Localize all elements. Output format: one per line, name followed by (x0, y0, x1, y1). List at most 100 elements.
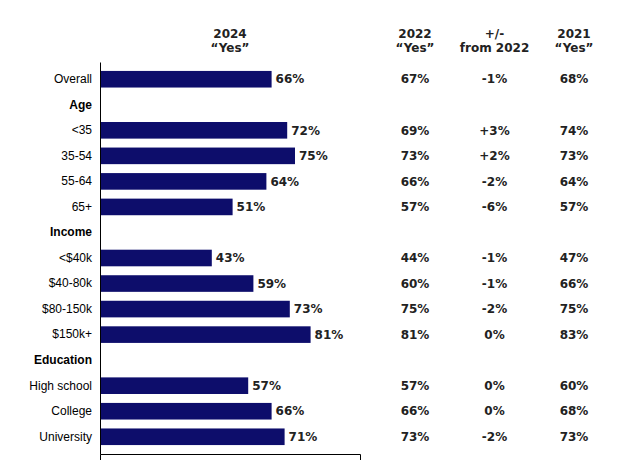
table-cell: 57% (401, 379, 430, 393)
chart-svg: 66%72%75%64%51%43%59%73%81%57%66%71%Over… (0, 0, 624, 468)
table-cell: 0% (484, 404, 504, 418)
column-header: 2024“Yes” (211, 27, 250, 55)
table-cell: +3% (479, 124, 509, 138)
data-label: 66% (276, 404, 305, 418)
x-axis-domain (101, 455, 361, 461)
bar (100, 301, 290, 318)
text-line: “Yes” (396, 41, 435, 55)
data-label: 72% (291, 124, 320, 138)
category-label: High school (29, 379, 92, 393)
table-cell: -1% (482, 251, 507, 265)
table-cell: -2% (482, 302, 507, 316)
data-label: 66% (276, 72, 305, 86)
data-label: 75% (299, 149, 328, 163)
category-label: $150k+ (52, 327, 92, 341)
table-cell: 73% (560, 149, 589, 163)
text-line: “Yes” (211, 41, 250, 55)
table-cell: 75% (401, 302, 430, 316)
bar (100, 428, 285, 445)
data-label: 57% (252, 379, 281, 393)
bar (100, 122, 287, 139)
y-tick: High school (29, 379, 100, 393)
table-cell: 68% (560, 72, 589, 86)
data-label: 64% (270, 175, 299, 189)
table-cell: -1% (482, 72, 507, 86)
text-line: 2022 (398, 27, 431, 41)
category-label: <$40k (59, 251, 93, 265)
group-header: Education (34, 353, 92, 367)
text-line: 2024 (213, 27, 246, 41)
bar (100, 377, 248, 394)
chart-container: 66%72%75%64%51%43%59%73%81%57%66%71%Over… (0, 0, 624, 468)
table-cell: 83% (560, 328, 589, 342)
group-header: Income (50, 225, 92, 239)
y-tick: 55-64 (61, 174, 100, 188)
text-line: +/- (485, 27, 504, 41)
y-tick: $40-80k (49, 276, 100, 290)
column-header: 2022“Yes” (396, 27, 435, 55)
y-tick: Overall (54, 72, 100, 86)
category-label: Overall (54, 72, 92, 86)
bar (100, 173, 266, 190)
group-header: Age (69, 98, 92, 112)
table-cell: -2% (482, 175, 507, 189)
text-line: from 2022 (460, 41, 529, 55)
category-label: 65+ (72, 200, 92, 214)
table-cell: -2% (482, 430, 507, 444)
data-label: 73% (294, 302, 323, 316)
x-axis (101, 455, 361, 461)
bar (100, 403, 272, 420)
y-tick: <35 (72, 123, 100, 137)
y-tick: 35-54 (61, 149, 100, 163)
table-cell: 0% (484, 379, 504, 393)
bars (100, 71, 311, 445)
column-header: 2021“Yes” (555, 27, 594, 55)
category-label: $80-150k (42, 302, 93, 316)
data-label: 43% (216, 251, 245, 265)
table-cell: 74% (560, 124, 589, 138)
table-cell: -6% (482, 200, 507, 214)
y-tick: 65+ (72, 200, 100, 214)
table-cell: 60% (560, 379, 589, 393)
bar (100, 71, 272, 88)
category-label: $40-80k (49, 276, 93, 290)
data-label: 81% (315, 328, 344, 342)
table-cell: 44% (401, 251, 430, 265)
column-header: +/-from 2022 (460, 27, 529, 55)
table-cell: 66% (560, 277, 589, 291)
y-axis-domain (100, 63, 101, 455)
text-line: “Yes” (555, 41, 594, 55)
y-tick: University (39, 430, 100, 444)
bar (100, 275, 253, 292)
table-cell: +2% (479, 149, 509, 163)
y-tick: Age (69, 98, 100, 112)
y-tick: $80-150k (42, 302, 100, 316)
table-cell: 81% (401, 328, 430, 342)
bar (100, 326, 311, 343)
table-column: 67%69%73%66%57%44%60%75%81%57%66%73% (401, 72, 430, 444)
table-cell: 75% (560, 302, 589, 316)
table-cell: -1% (482, 277, 507, 291)
table-cell: 66% (401, 175, 430, 189)
category-label: College (51, 404, 92, 418)
data-label: 51% (237, 200, 266, 214)
table-cell: 73% (401, 149, 430, 163)
category-label: University (39, 430, 92, 444)
category-label: <35 (72, 123, 93, 137)
data-label: 59% (257, 277, 286, 291)
table-cell: 73% (560, 430, 589, 444)
category-label: 35-54 (61, 149, 92, 163)
y-tick: Income (50, 225, 100, 239)
data-label: 71% (289, 430, 318, 444)
table-cell: 68% (560, 404, 589, 418)
bar (100, 148, 295, 165)
bar (100, 199, 233, 216)
table-cell: 67% (401, 72, 430, 86)
y-tick: $150k+ (52, 327, 100, 341)
table-cell: 57% (401, 200, 430, 214)
table-cell: 69% (401, 124, 430, 138)
table-cell: 64% (560, 175, 589, 189)
table-cell: 60% (401, 277, 430, 291)
y-tick: Education (34, 353, 100, 367)
table-cell: 57% (560, 200, 589, 214)
